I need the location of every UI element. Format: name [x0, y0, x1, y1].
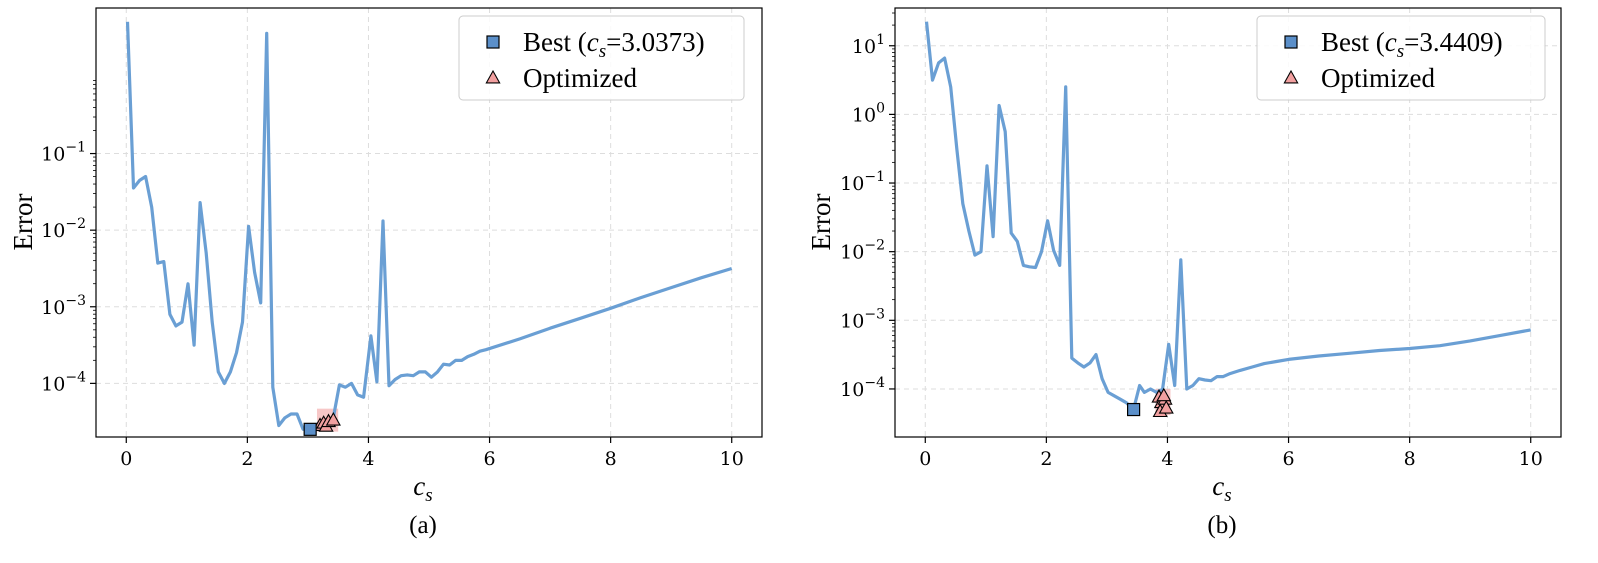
plot-frame-b — [894, 7, 1562, 438]
xtick-label-a-5: 10 — [720, 448, 744, 470]
legend-optimized-marker-a — [485, 69, 501, 84]
ylabel-b: Error — [806, 194, 836, 251]
xtick-label-b-4: 8 — [1404, 448, 1416, 470]
ytick-label-b-4: 100 — [852, 100, 885, 126]
xtick-label-a-2: 4 — [362, 448, 374, 470]
xtick-label-a-4: 8 — [605, 448, 617, 470]
xlabel-b-symbol: c — [1212, 471, 1224, 501]
ylabel-a: Error — [8, 194, 38, 251]
xlabel-b-subscript: s — [1224, 485, 1231, 506]
ytick-label-b-2: 10−2 — [840, 238, 885, 264]
xtick-label-a-0: 0 — [120, 448, 132, 470]
ytick-label-a-2: 10−2 — [41, 216, 86, 242]
legend-a: Best (cs=3.0373)Optimized — [458, 15, 745, 101]
panel-b: 0 2 4 6 8 10 10−4 10−3 10−2 10−1 100 101 Best (cs=3… — [806, 7, 1562, 539]
legend-optimized-marker-b — [1283, 69, 1299, 84]
legend-box-a — [458, 15, 745, 101]
optimized-point-b-6 — [1156, 387, 1172, 402]
xlabel-a-symbol: c — [413, 471, 425, 501]
xtick-label-b-5: 10 — [1519, 448, 1543, 470]
caption-b: (b) — [1207, 512, 1236, 539]
optimized-point-a-4 — [325, 412, 341, 426]
ytick-label-a-0: 10−4 — [41, 369, 86, 395]
series-line-b-0 — [924, 21, 1531, 412]
xtick-label-b-0: 0 — [919, 448, 931, 470]
plot-frame-a — [95, 7, 763, 438]
xlabel-b: cs — [1212, 471, 1231, 506]
xlabel-a-subscript: s — [425, 485, 432, 506]
xlabel-a: cs — [413, 471, 432, 506]
xtick-label-b-1: 2 — [1040, 448, 1052, 470]
legend-optimized-label-b: Optimized — [1321, 63, 1435, 93]
ytick-label-b-1: 10−3 — [840, 306, 885, 332]
optimized-point-b-5 — [1158, 400, 1174, 414]
ytick-label-a-1: 10−3 — [41, 293, 86, 319]
legend-best-marker-a — [486, 35, 500, 49]
legend-b: Best (cs=3.4409)Optimized — [1256, 15, 1546, 101]
legend-best-label-b: Best (cs=3.4409) — [1321, 27, 1503, 62]
xtick-label-a-3: 6 — [483, 448, 495, 470]
panel-a: 0 2 4 6 8 10 10−4 10−3 10−2 10−1 Best (cs=3.0373)… — [8, 7, 763, 539]
best-point-a — [303, 422, 317, 436]
xtick-label-b-2: 4 — [1161, 448, 1173, 470]
legend-best-marker-b — [1284, 35, 1298, 49]
caption-a: (a) — [409, 512, 437, 539]
xtick-label-a-1: 2 — [241, 448, 253, 470]
xtick-label-b-3: 6 — [1282, 448, 1294, 470]
ytick-label-b-0: 10−4 — [840, 375, 885, 401]
legend-optimized-label-a: Optimized — [523, 63, 637, 93]
legend-best-label-a: Best (cs=3.0373) — [523, 27, 705, 62]
ytick-label-b-3: 10−1 — [840, 169, 885, 195]
best-point-b — [1127, 402, 1141, 417]
ytick-label-a-3: 10−1 — [41, 140, 86, 166]
ytick-label-b-5: 101 — [852, 32, 885, 58]
legend-box-b — [1256, 15, 1546, 101]
